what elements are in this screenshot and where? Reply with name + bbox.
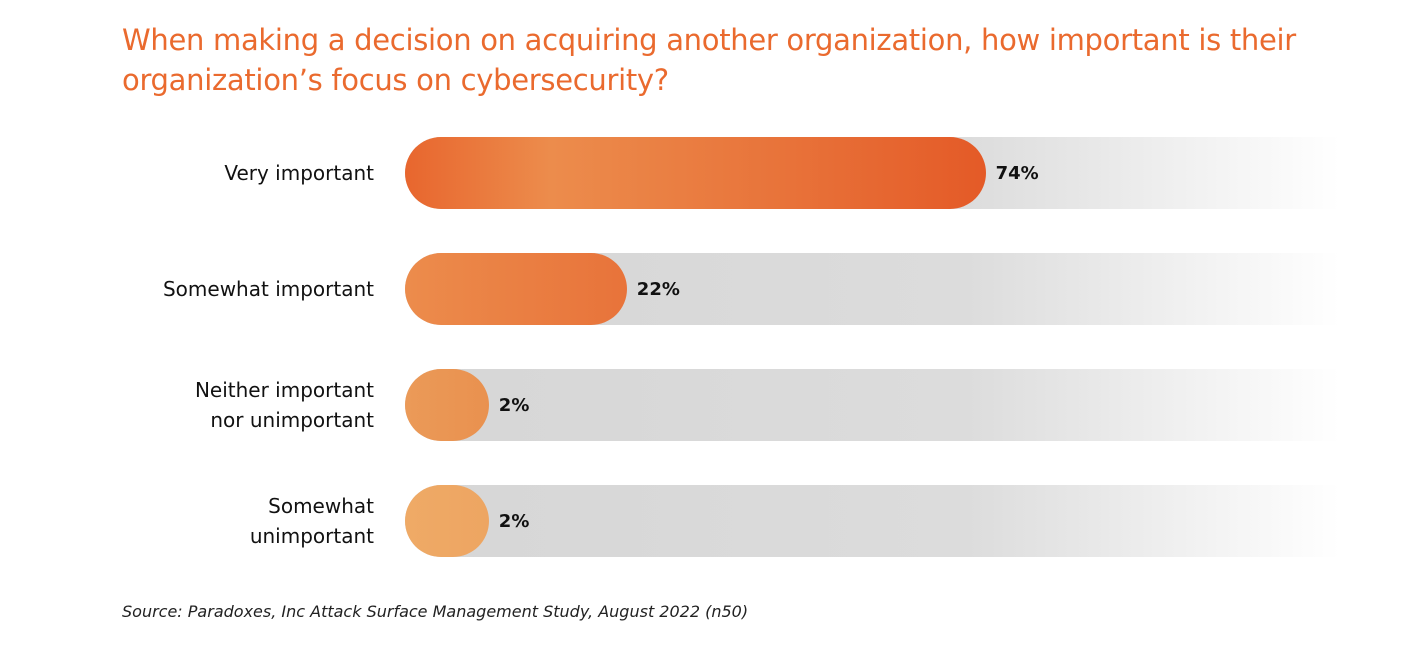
bar-track xyxy=(405,485,1340,557)
bar xyxy=(405,253,627,325)
bar xyxy=(405,369,489,441)
data-label: 2% xyxy=(498,510,530,532)
bar xyxy=(405,137,986,209)
chart-title: When making a decision on acquiring anot… xyxy=(122,23,1296,97)
bar-track xyxy=(405,369,1340,441)
bar xyxy=(405,485,489,557)
bar-row: Neither important nor unimportant 2% xyxy=(0,369,1414,441)
category-label: Very important xyxy=(224,161,374,185)
bar-row: Somewhat important 22% xyxy=(0,253,1414,325)
category-label: Somewhat unimportant xyxy=(249,494,374,548)
source-note: Source: Paradoxes, Inc Attack Surface Ma… xyxy=(122,602,749,621)
data-label: 22% xyxy=(636,278,680,300)
bar-row: Very important 74% xyxy=(0,137,1414,209)
data-label: 74% xyxy=(995,162,1039,184)
category-label: Neither important nor unimportant xyxy=(194,378,374,432)
data-label: 2% xyxy=(498,394,530,416)
bar-row: Somewhat unimportant 2% xyxy=(0,485,1414,557)
category-label: Somewhat important xyxy=(162,277,374,301)
